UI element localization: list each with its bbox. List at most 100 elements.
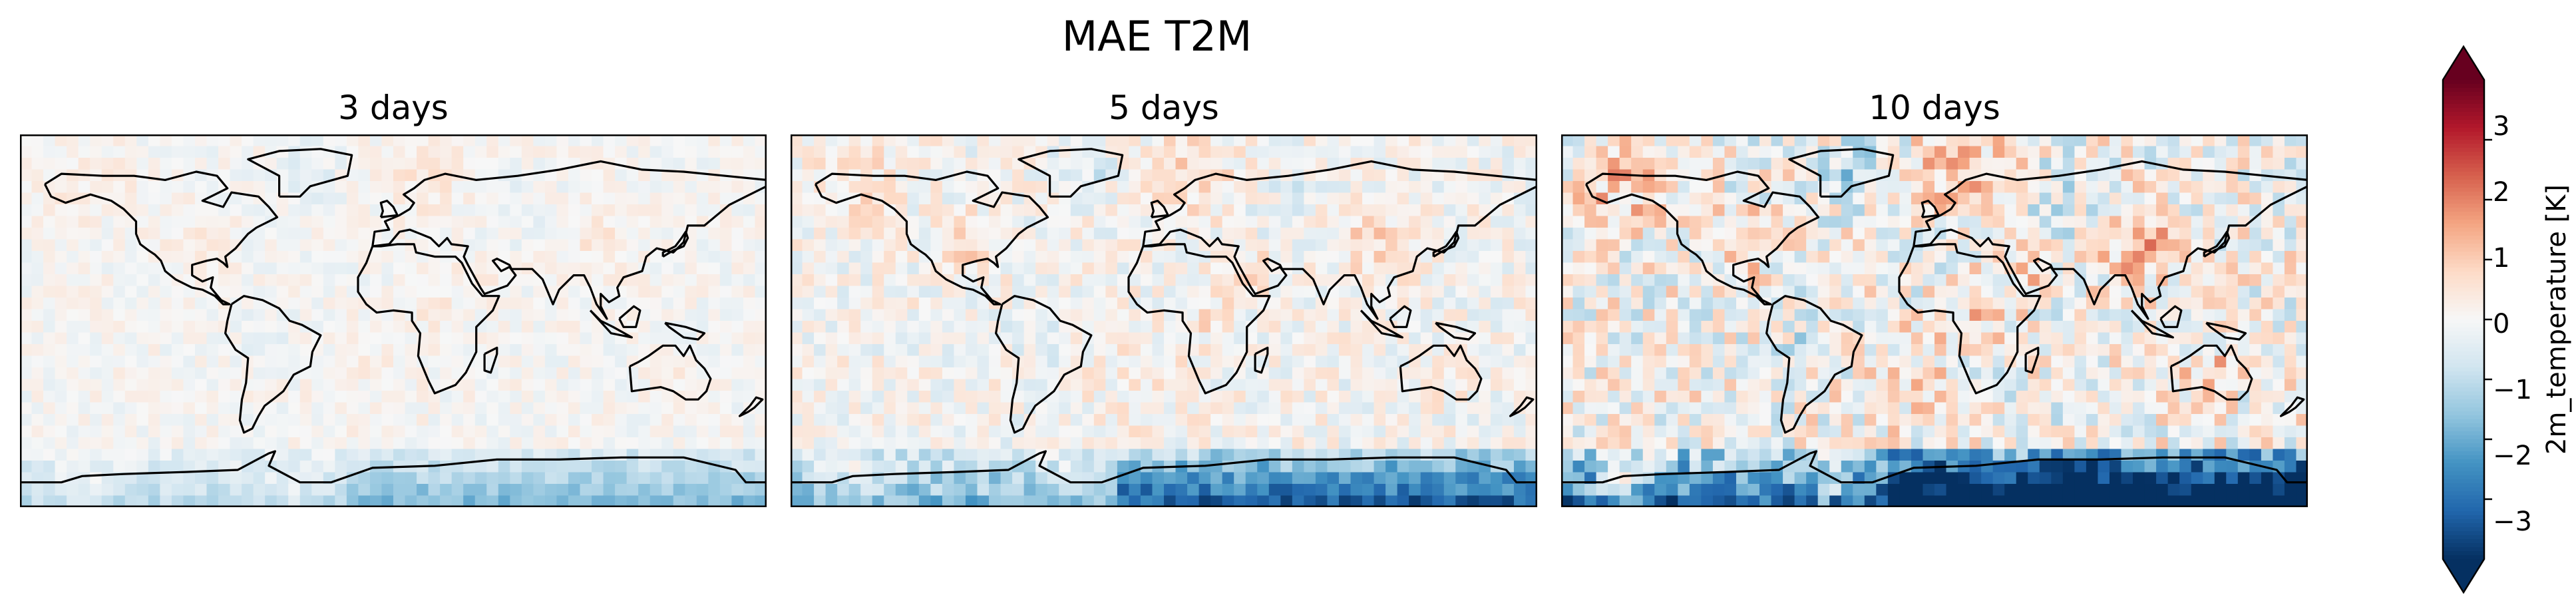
heatmap-cell [124, 344, 137, 357]
heatmap-cell [556, 344, 569, 357]
heatmap-cell [731, 437, 744, 450]
heatmap-cell [124, 158, 137, 170]
heatmap-cell [1164, 332, 1177, 345]
heatmap-cell [253, 437, 266, 450]
heatmap-cell [1268, 414, 1281, 427]
heatmap-cell [1525, 355, 1537, 368]
heatmap-cell [393, 437, 406, 450]
coastline [1432, 230, 1460, 258]
heatmap-cell [1525, 461, 1537, 473]
heatmap-cell [136, 332, 149, 345]
heatmap-cell [253, 309, 266, 321]
heatmap-cell [1806, 134, 1819, 147]
heatmap-cell [615, 414, 628, 427]
heatmap-cell [1059, 192, 1071, 205]
heatmap-cell [1315, 391, 1328, 403]
heatmap-cell [603, 355, 616, 368]
heatmap-cell [1047, 321, 1059, 333]
heatmap-cell [335, 355, 347, 368]
heatmap-cell [1070, 437, 1083, 450]
heatmap-cell [206, 391, 219, 403]
heatmap-cell [230, 146, 242, 158]
heatmap-cell [848, 146, 861, 158]
heatmap-cell [907, 192, 920, 205]
heatmap-cell [556, 449, 569, 461]
heatmap-cell [1689, 134, 1702, 147]
heatmap-cell [884, 461, 896, 473]
heatmap-cell [311, 461, 324, 473]
heatmap-cell [556, 425, 569, 438]
heatmap-cell [1280, 472, 1293, 485]
heatmap-cell [1701, 192, 1714, 205]
heatmap-cell [731, 379, 744, 391]
heatmap-cell [1525, 332, 1537, 345]
heatmap-cell [1490, 437, 1503, 450]
heatmap-cell [136, 309, 149, 321]
heatmap-cell [369, 274, 383, 287]
heatmap-cell [1397, 367, 1409, 380]
heatmap-cell [1513, 332, 1527, 345]
heatmap-cell [253, 379, 266, 391]
heatmap-cell [2121, 181, 2133, 194]
heatmap-cell [930, 192, 943, 205]
heatmap-cell [1000, 169, 1013, 182]
heatmap-cell [1946, 192, 1958, 205]
heatmap-cell [1969, 146, 1982, 158]
heatmap-cell [148, 495, 160, 507]
heatmap-cell [136, 355, 149, 368]
heatmap-cell [1023, 414, 1036, 427]
heatmap-cell [1525, 228, 1537, 240]
heatmap-cell [2261, 216, 2274, 228]
heatmap-cell [802, 239, 815, 252]
heatmap-cell [1175, 146, 1188, 158]
heatmap-cell [989, 274, 1002, 287]
heatmap-cell [1748, 192, 1760, 205]
heatmap-cell [428, 216, 441, 228]
heatmap-cell [848, 321, 861, 333]
heatmap-cell [1479, 228, 1491, 240]
heatmap-cell [510, 402, 522, 415]
heatmap-cell [1268, 228, 1281, 240]
heatmap-cell [649, 449, 662, 461]
heatmap-cell [638, 181, 651, 194]
heatmap-cell [755, 391, 767, 403]
heatmap-cell [1467, 425, 1479, 438]
heatmap-cell [603, 379, 616, 391]
heatmap-cell [369, 146, 383, 158]
heatmap-cell [1338, 402, 1352, 415]
heatmap-cell [113, 274, 126, 287]
heatmap-cell [1502, 262, 1515, 275]
heatmap-cell [837, 286, 850, 298]
heatmap-cell [673, 449, 685, 461]
heatmap-cell [544, 332, 558, 345]
heatmap-cell [965, 204, 978, 217]
heatmap-cell [463, 146, 476, 158]
heatmap-cell [1409, 146, 1421, 158]
heatmap-cell [954, 472, 966, 485]
heatmap-cell [1362, 251, 1375, 264]
heatmap-cell [381, 321, 394, 333]
heatmap-cell [1187, 169, 1200, 182]
heatmap-cell [1350, 262, 1363, 275]
heatmap-cell [1082, 169, 1095, 182]
heatmap-cell [1513, 425, 1527, 438]
heatmap-cell [323, 332, 335, 345]
heatmap-cell [685, 134, 697, 147]
heatmap-cell [1210, 367, 1223, 380]
heatmap-cell [2074, 192, 2087, 205]
heatmap-cell [1023, 379, 1036, 391]
heatmap-cell [1222, 414, 1234, 427]
heatmap-cell [160, 216, 172, 228]
heatmap-cell [615, 251, 628, 264]
heatmap-cell [31, 298, 44, 310]
heatmap-cell [2214, 216, 2227, 228]
heatmap-cell [2261, 181, 2274, 194]
heatmap-cell [1327, 216, 1340, 228]
heatmap-cell [1513, 309, 1527, 321]
heatmap-cell [1923, 274, 1935, 287]
heatmap-cell [1338, 262, 1352, 275]
heatmap-cell [2273, 228, 2285, 240]
heatmap-cell [2098, 169, 2110, 182]
heatmap-cell [2167, 216, 2180, 228]
heatmap-cell [2039, 228, 2052, 240]
